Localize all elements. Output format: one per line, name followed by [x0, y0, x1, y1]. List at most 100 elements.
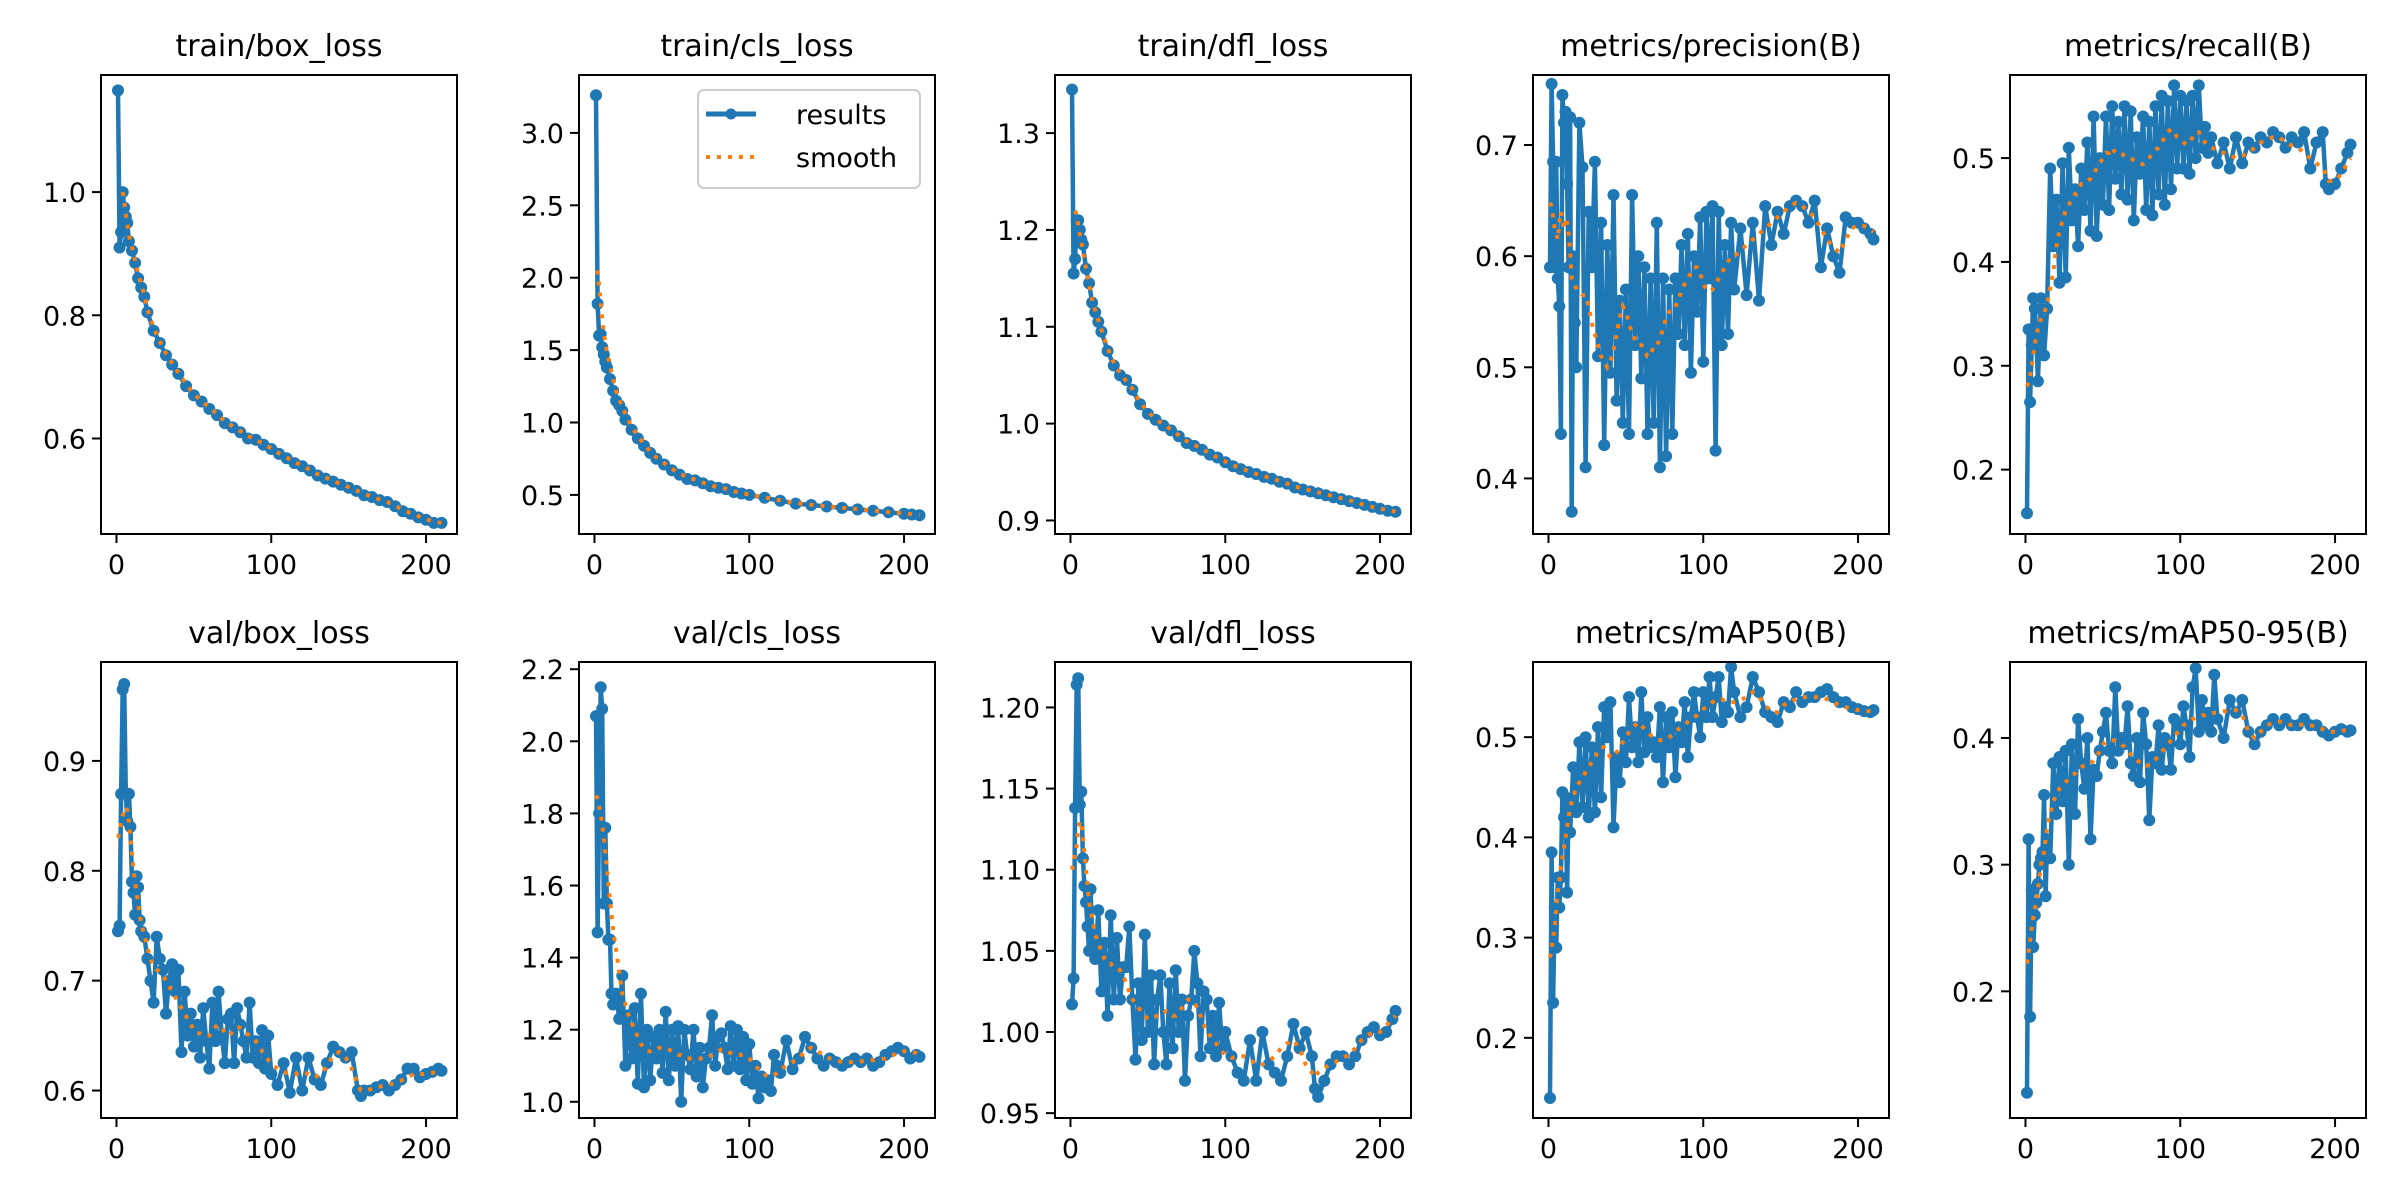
x-tick-label: 100	[1199, 550, 1251, 581]
results-point	[1827, 250, 1840, 263]
results-point	[613, 1012, 626, 1025]
results-point	[1262, 1058, 1275, 1071]
results-point	[2072, 713, 2085, 725]
results-point	[1185, 993, 1198, 1006]
results-point	[2177, 700, 2190, 713]
results-point	[2028, 302, 2041, 315]
subplot-train-dfl-loss: train/dfl_loss 0 100 200 0.9 1.0 1.1 1.2 1.3	[997, 29, 1412, 581]
results-point	[2109, 681, 2122, 694]
results-point	[1777, 227, 1790, 240]
results-point	[194, 1051, 207, 1064]
x-tick-label: 200	[2309, 550, 2361, 581]
x-tick-label: 0	[1540, 550, 1557, 581]
results-point	[1867, 704, 1880, 717]
results-point	[786, 1063, 799, 1076]
results-point	[1728, 686, 1741, 699]
results-point	[2137, 706, 2150, 719]
results-point	[1568, 316, 1581, 329]
results-point	[1132, 977, 1145, 990]
results-point	[1200, 993, 1213, 1006]
results-point	[2038, 349, 2051, 362]
results-point	[1380, 1026, 1393, 1038]
results-point	[2081, 136, 2094, 149]
results-point	[1619, 283, 1632, 296]
subplot-title: val/box_loss	[188, 616, 370, 651]
results-point	[1663, 283, 1676, 296]
results-point	[2044, 162, 2057, 175]
results-point	[1635, 686, 1648, 699]
results-point	[1771, 205, 1784, 218]
results-point	[2165, 763, 2177, 776]
results-point	[1567, 761, 1580, 774]
results-line	[1069, 89, 1396, 514]
results-point	[1650, 751, 1663, 764]
results-point	[1715, 716, 1728, 729]
results-point	[774, 1066, 787, 1079]
results-point	[1790, 686, 1803, 699]
smooth-line	[120, 191, 442, 525]
results-point	[1101, 1009, 1114, 1022]
results-point	[1188, 944, 1201, 957]
results-point	[2021, 1086, 2033, 1099]
results-point	[1588, 806, 1601, 819]
results-point	[1336, 1050, 1349, 1063]
results-point	[1166, 1042, 1179, 1055]
results-point	[2100, 706, 2112, 719]
results-point	[1684, 366, 1697, 379]
results-point	[1312, 1090, 1325, 1103]
results-point	[2103, 204, 2116, 216]
results-point	[1653, 701, 1666, 714]
results-point	[1669, 272, 1682, 285]
results-point	[2189, 662, 2202, 675]
results-point	[1561, 177, 1574, 190]
results-point	[2093, 152, 2106, 165]
axes-frame	[2009, 74, 2367, 535]
results-point	[1072, 672, 1085, 685]
results-point	[1669, 771, 1682, 784]
results-point	[1759, 200, 1772, 213]
results-point	[1163, 977, 1176, 990]
y-tick-label: 1.0	[521, 409, 564, 440]
y-tick-label: 1.0	[43, 178, 86, 209]
y-tick-label: 0.5	[1475, 353, 1518, 384]
results-point	[2112, 115, 2125, 128]
results-point	[243, 996, 256, 1009]
legend-results-marker	[725, 108, 737, 120]
x-tick-label: 0	[1062, 550, 1079, 581]
results-point	[345, 1046, 358, 1059]
results-point	[1564, 111, 1577, 124]
y-tick-label: 1.2	[521, 1016, 564, 1047]
y-tick-label: 0.6	[1475, 242, 1518, 273]
results-point	[1657, 776, 1669, 789]
subplot-val-dfl-loss: val/dfl_loss 0 100 200 0.95 1.00 1.05 1.10 1.15 1…	[980, 616, 1412, 1165]
y-tick-label: 0.5	[521, 481, 564, 512]
results-point	[1697, 686, 1710, 699]
x-tick-label: 0	[2017, 550, 2034, 581]
results-point	[1083, 277, 1096, 290]
results-point	[2024, 1010, 2037, 1023]
results-point	[1567, 250, 1580, 263]
results-point	[1210, 1050, 1222, 1063]
results-point	[1256, 1026, 1269, 1038]
results-point	[659, 1005, 672, 1018]
results-point	[1157, 1026, 1170, 1038]
x-tick-label: 100	[1677, 550, 1729, 581]
results-point	[1753, 294, 1765, 307]
results-point	[1595, 216, 1608, 229]
results-point	[836, 501, 849, 514]
results-point	[435, 1064, 448, 1077]
results-point	[1694, 731, 1707, 744]
results-point	[1069, 253, 1082, 265]
results-point	[187, 1040, 200, 1053]
results-point	[1588, 155, 1601, 168]
results-point	[218, 1057, 231, 1070]
results-point	[1709, 444, 1722, 457]
y-tick-label: 2.0	[521, 727, 564, 758]
results-point	[1607, 189, 1620, 201]
results-point	[126, 244, 138, 257]
results-point	[1066, 998, 1078, 1011]
results-point	[634, 987, 647, 1000]
results-point	[1657, 272, 1669, 285]
x-tick-label: 200	[400, 550, 452, 581]
results-point	[2078, 782, 2091, 795]
